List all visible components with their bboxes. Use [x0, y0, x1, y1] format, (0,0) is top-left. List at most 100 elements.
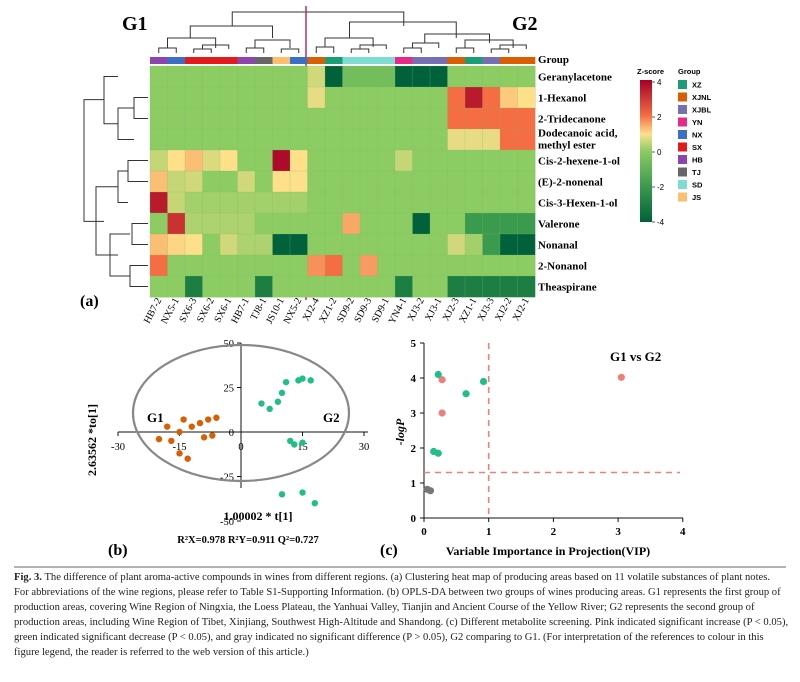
heatmap-cell [342, 128, 361, 151]
heatmap-cell [202, 254, 221, 277]
vip-x-tick-label: 1 [486, 526, 492, 538]
group-bar-cell [482, 57, 501, 64]
heatmap-cell [202, 128, 221, 151]
group-bar-cell [430, 57, 448, 64]
heatmap-cell [202, 107, 221, 130]
column-dendrogram-link [280, 48, 300, 53]
g1-label: G1 [122, 13, 148, 35]
opls-y-axis-label: 2.63562 *to[1] [85, 404, 99, 476]
group-bar-cell [465, 57, 483, 64]
opls-x-tick-label: 15 [297, 442, 308, 453]
heatmap-row-label: 2-Tridecanone [538, 114, 606, 126]
heatmap-cell [447, 233, 466, 256]
heatmap-cell [412, 149, 431, 172]
legend-label: YN [692, 118, 702, 127]
heatmap-cell [464, 107, 483, 130]
heatmap-cell [184, 191, 203, 214]
legend-swatch [678, 92, 687, 102]
heatmap-cell [167, 212, 186, 235]
vip-y-ticks: 0 1 2 3 4 5 [411, 338, 424, 525]
heatmap-cell [482, 65, 501, 88]
legend-label: SX [692, 143, 702, 152]
heatmap-cell [307, 275, 326, 298]
heatmap-cell [429, 107, 448, 130]
row-dendrogram [83, 76, 148, 287]
heatmap-cell [324, 86, 343, 109]
heatmap-cell [412, 233, 431, 256]
heatmap-cell [342, 86, 361, 109]
heatmap-cell [359, 128, 378, 151]
heatmap-cell [219, 275, 238, 298]
group-bar-cell [255, 57, 273, 64]
heatmap-cell [377, 212, 396, 235]
opls-x-ticks: -30 -15 0 15 30 [111, 432, 369, 453]
heatmap-row-label: 2-Nonanol [538, 261, 587, 273]
heatmap-cell [394, 65, 413, 88]
heatmap-cell [464, 254, 483, 277]
heatmap-cell [342, 170, 361, 193]
g1-score-point [155, 435, 163, 443]
heatmap-cell [289, 65, 308, 88]
heatmap-cell [359, 233, 378, 256]
vip-y-axis-label: -logP [393, 418, 407, 445]
column-dendrogram-link [412, 42, 440, 48]
heatmap-cell [377, 191, 396, 214]
row-dendrogram-link [129, 265, 148, 287]
heatmap-cell [219, 170, 238, 193]
heatmap-cell [272, 191, 291, 214]
column-dendrogram [158, 11, 527, 53]
heatmap-cell [517, 191, 536, 214]
panel-b-label: (b) [108, 542, 128, 559]
colorbar-gradient [640, 80, 652, 222]
column-dendrogram-link [189, 25, 273, 38]
heatmap-cell [219, 128, 238, 151]
heatmap-cell [237, 149, 256, 172]
heatmap-cell [184, 86, 203, 109]
heatmap-cell [184, 275, 203, 298]
heatmap-cell [307, 86, 326, 109]
heatmap-row-label: Valerone [538, 219, 580, 231]
heatmap-cell [254, 275, 273, 298]
g1-score-point [200, 434, 208, 441]
heatmap-cell [202, 212, 221, 235]
heatmap-cell [272, 233, 291, 256]
heatmap-cell [289, 191, 308, 214]
heatmap-row-label: Cis-2-hexene-1-ol [538, 156, 620, 168]
heatmap-cell [499, 170, 518, 193]
heatmap-row-label: Dodecanoic acid, methyl ester [538, 128, 618, 152]
g2-score-point [278, 389, 286, 397]
heatmap-cell [394, 86, 413, 109]
heatmap-cell [482, 170, 501, 193]
heatmap-cell [149, 254, 168, 277]
significant-increase-point [617, 373, 625, 381]
opls-x-axis-label: 1.00002 * t[1] [224, 509, 293, 523]
heatmap-cell [324, 191, 343, 214]
heatmap-cell [289, 233, 308, 256]
heatmap-cell [412, 128, 431, 151]
heatmap-cell [307, 149, 326, 172]
heatmap-cell [202, 65, 221, 88]
heatmap-cell [517, 107, 536, 130]
opls-g1-label: G1 [147, 410, 164, 425]
caption-title-paragraph: Fig. 3. The difference of plant aroma-ac… [14, 570, 790, 585]
heatmap-cell [289, 149, 308, 172]
heatmap-cell [219, 107, 238, 130]
heatmap-cell [202, 86, 221, 109]
g2-score-point [291, 441, 298, 448]
heatmap-cell [499, 149, 518, 172]
g1-score-point [184, 455, 191, 462]
heatmap-cell [517, 170, 536, 193]
row-dendrogram-link [83, 99, 104, 222]
heatmap-cell [237, 212, 256, 235]
group-bar-cell [412, 57, 431, 64]
heatmap-cell [377, 149, 396, 172]
heatmap-cell [272, 212, 291, 235]
heatmap-cell [412, 212, 431, 235]
heatmap-cell [167, 128, 186, 151]
heatmap-cell [394, 254, 413, 277]
vip-y-tick-label: 5 [411, 338, 417, 350]
heatmap-cell [499, 65, 518, 88]
heatmap-cell [167, 254, 186, 277]
opls-model-stats: R²X=0.978 R²Y=0.911 Q²=0.727 [177, 535, 318, 546]
significant-decrease-point [434, 449, 442, 457]
